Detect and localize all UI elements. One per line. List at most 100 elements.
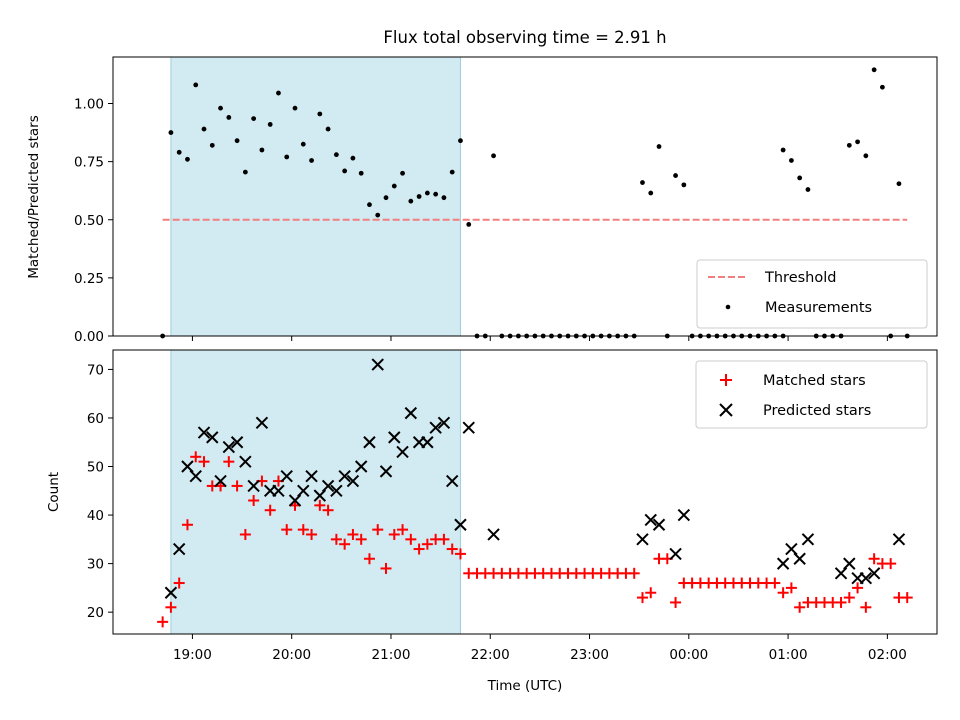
predicted-point-b (272, 484, 285, 497)
predicted-point-b (793, 552, 806, 565)
predicted-point-b (445, 474, 459, 488)
matched-point (901, 592, 913, 604)
legend-measurements-swatch (725, 304, 731, 310)
measurement-point (424, 190, 430, 196)
matched-point (388, 528, 400, 540)
matched-point (885, 558, 897, 570)
measurement-point (176, 149, 182, 155)
predicted-point (462, 421, 475, 434)
matched-point (157, 616, 169, 628)
matched-point (843, 592, 855, 604)
predicted-point-b (421, 436, 434, 449)
bottom-y-tick-label: 70 (87, 362, 104, 378)
measurement-point (226, 115, 232, 120)
measurement-point (292, 105, 298, 111)
top-axes-frame (112, 56, 938, 337)
predicted-point-b (197, 426, 211, 439)
top-panel: 0.00 0.25 0.50 0.75 1.00 Matched/Predicted s… (26, 56, 938, 345)
measurement-point (300, 141, 306, 147)
predicted-point-b (230, 436, 244, 449)
predicted-point-b (305, 470, 318, 483)
predicted-point-b (785, 542, 798, 556)
measurement-point (681, 182, 687, 188)
predicted-point (189, 470, 202, 483)
matched-point (198, 456, 210, 468)
measurement-point (433, 191, 439, 197)
measurement-point (896, 181, 902, 187)
predicted-point-b (321, 479, 335, 493)
measurement-point (408, 198, 414, 204)
measurement-point (251, 116, 257, 122)
predicted-point-b (214, 474, 227, 488)
bottom-y-tick-label: 60 (87, 411, 104, 427)
predicted-point (867, 567, 881, 580)
predicted-point (445, 474, 459, 488)
top-y-tick-label: 0.00 (74, 329, 104, 345)
predicted-point (421, 436, 434, 449)
top-shaded-span (170, 56, 461, 337)
predicted-point (197, 426, 211, 439)
measurement-point (234, 138, 240, 144)
predicted-point (297, 484, 310, 497)
predicted-point (172, 542, 186, 556)
x-tick-label: 22:00 (471, 647, 510, 663)
bottom-y-tick-label: 40 (87, 508, 104, 524)
predicted-point (669, 547, 682, 561)
predicted-point-b (462, 421, 475, 434)
top-legend: Threshold Measurements (696, 259, 928, 329)
predicted-point (313, 489, 327, 502)
matched-point (421, 538, 433, 550)
legend-predicted-swatch (719, 403, 733, 417)
measurement-point (449, 169, 455, 175)
predicted-point-b (288, 494, 302, 507)
matched-point (314, 499, 326, 511)
bottom-y-tick-label: 20 (87, 605, 104, 621)
predicted-point-b (834, 567, 848, 580)
predicted-point (239, 455, 252, 468)
matched-point (852, 582, 864, 594)
measurement-point (375, 212, 381, 218)
predicted-point-b (429, 421, 442, 434)
measurement-point (259, 147, 265, 153)
measurement-point (350, 155, 356, 161)
x-tick-label: 23:00 (570, 647, 609, 663)
measurement-point (242, 169, 248, 175)
measurement-point (846, 142, 852, 148)
predicted-point (487, 528, 500, 541)
measurement-point (168, 130, 174, 135)
measurement-point (342, 168, 348, 174)
matched-point (835, 596, 847, 608)
matched-point (322, 504, 334, 516)
measurement-point (673, 173, 678, 178)
predicted-point-b (189, 470, 202, 483)
predicted-point (859, 571, 873, 585)
measurement-point (284, 154, 290, 160)
predicted-point (388, 431, 401, 444)
matched-point (281, 524, 293, 536)
predicted-point-b (396, 445, 409, 459)
bottom-x-ticks: 19:00 20:00 21:00 22:00 23:00 00:00 01:00 02:00 (173, 634, 907, 663)
predicted-point (354, 460, 368, 473)
top-y-axis-label: Matched/Predicted stars (26, 115, 42, 278)
predicted-point-b (338, 470, 351, 483)
top-x-ticks (191, 336, 888, 341)
matched-point (454, 548, 466, 560)
measurement-point (333, 152, 339, 158)
top-y-tick-label: 0.25 (74, 271, 104, 287)
x-tick-label: 01:00 (769, 647, 808, 663)
predicted-point (363, 436, 376, 449)
legend-matched-swatch (720, 374, 732, 386)
matched-point (181, 519, 193, 531)
legend-measurements-label: Measurements (765, 300, 872, 316)
predicted-point (181, 460, 194, 473)
top-shaded-region (170, 56, 461, 337)
predicted-point (454, 518, 467, 531)
top-y-tick-label: 0.75 (74, 155, 104, 171)
predicted-point-b (354, 460, 368, 473)
predicted-point (636, 533, 649, 546)
predicted-point-b (222, 440, 236, 454)
measurement-point (466, 222, 472, 227)
top-y-ticks: 0.00 0.25 0.50 0.75 1.00 (74, 97, 113, 345)
predicted-point-b (859, 571, 873, 585)
